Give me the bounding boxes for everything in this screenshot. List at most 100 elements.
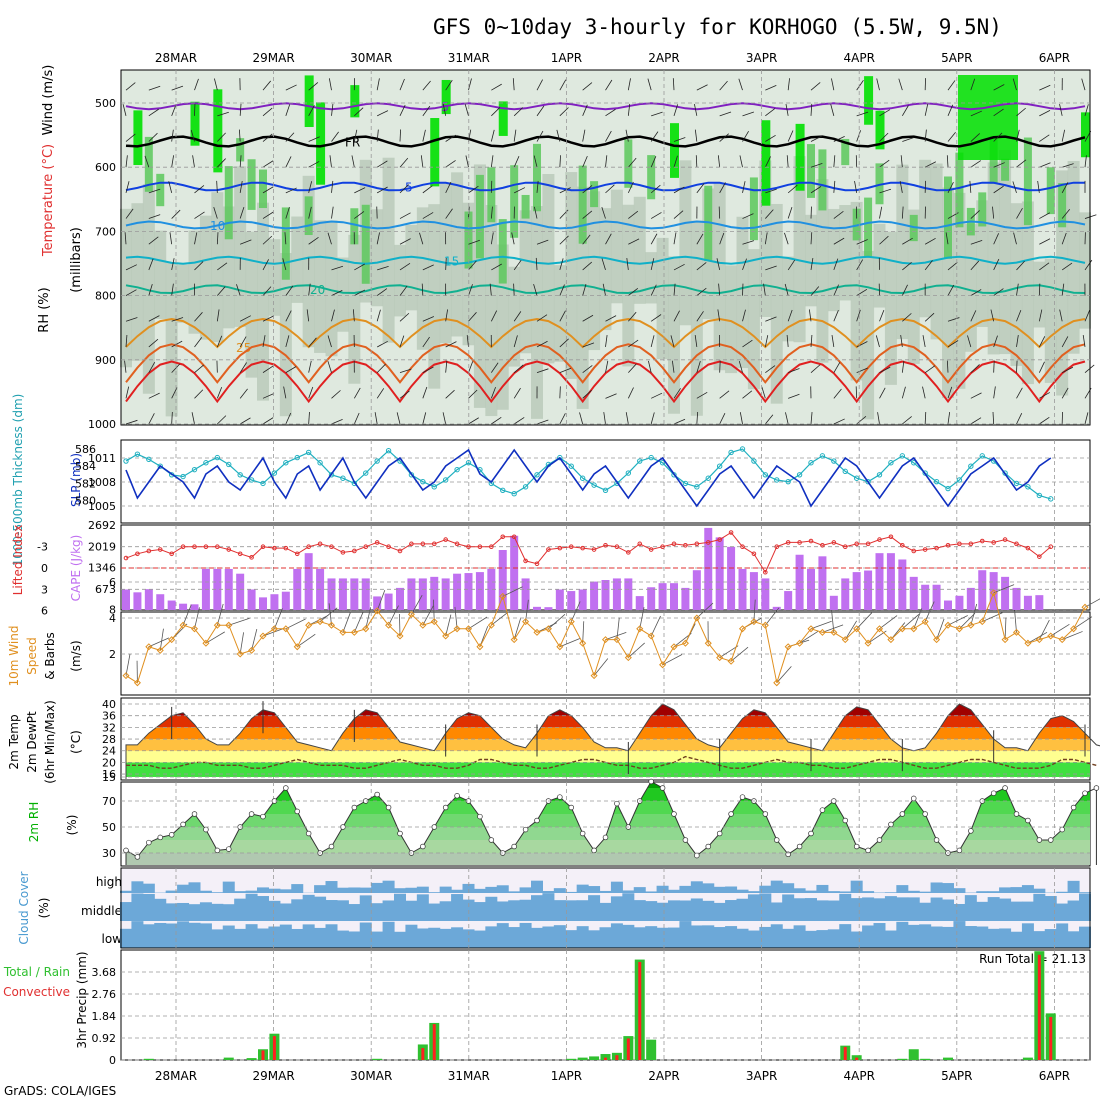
cloud-bar — [165, 890, 178, 893]
cloud-bar — [656, 927, 669, 948]
rh-point — [385, 804, 392, 811]
lifted-index-point — [294, 551, 300, 557]
wind-barb — [719, 111, 732, 117]
top-date-label: 1APR — [551, 51, 582, 65]
cape-bar — [921, 584, 930, 610]
lifted-index-point — [591, 547, 597, 552]
panel1-label-temp: Temperature (°C) — [41, 144, 56, 257]
wind-barb — [672, 78, 675, 91]
wind-barb — [696, 84, 708, 91]
wind-barb — [422, 412, 427, 425]
wind-barb — [262, 315, 274, 322]
cloud-bar — [953, 903, 966, 921]
lifted-index-point — [648, 547, 654, 552]
wind-barb — [285, 285, 294, 296]
cloud-bar — [245, 893, 258, 921]
lifted-index-point — [420, 541, 426, 547]
cape-bar — [464, 573, 473, 610]
cloud-bar — [633, 887, 646, 893]
wind-speed-point — [773, 679, 781, 687]
rh-point — [1059, 826, 1065, 833]
rh-band — [782, 256, 795, 342]
precip-convective-bar — [843, 1046, 847, 1060]
wind-barb — [601, 207, 606, 219]
precip-total-bar — [897, 1058, 908, 1060]
cape-bar — [647, 587, 656, 610]
wind-speed-point — [807, 625, 815, 633]
wind-barb — [899, 181, 903, 193]
wind-barb — [1062, 163, 1074, 168]
wind-speed-point — [841, 636, 849, 644]
rh-point — [351, 804, 358, 811]
thickness-point — [317, 460, 323, 466]
wind-barb — [468, 78, 472, 91]
wind-barb — [376, 232, 380, 245]
wind-barb — [605, 315, 617, 322]
cloud-bar — [633, 927, 646, 948]
rh-point — [899, 811, 906, 817]
wind-barb — [1016, 207, 1023, 219]
wind-barb — [719, 360, 721, 373]
wind-barb — [742, 240, 755, 245]
wind-barb — [490, 206, 493, 219]
panel8-label-total: Total / Rain — [3, 965, 70, 979]
rh-band — [234, 166, 247, 327]
wind-barb — [810, 232, 813, 245]
wind-barb-10m — [502, 586, 523, 597]
wind-barb — [421, 283, 424, 296]
lifted-index-point — [352, 548, 357, 554]
cloud-bar — [222, 904, 235, 921]
wind-speed-point — [430, 618, 438, 626]
pressure-tick: 900 — [95, 354, 116, 367]
thickness-point — [671, 472, 677, 478]
wind-barb — [559, 235, 569, 245]
cloud-bar — [336, 887, 349, 893]
wind-barb — [764, 156, 771, 168]
wind-barb — [602, 283, 606, 296]
wind-barb — [696, 391, 708, 399]
wind-barb — [536, 419, 549, 425]
cloud-bar — [177, 884, 190, 893]
cloud-bar — [439, 928, 452, 948]
cloud-bar — [199, 902, 212, 921]
wind-barb — [673, 388, 681, 399]
lifted-index-point — [1002, 537, 1008, 542]
wind-speed-point — [716, 654, 724, 662]
cape-bar — [1012, 587, 1021, 610]
slp-tick: 1008 — [88, 476, 116, 489]
wind-barb-10m — [799, 630, 819, 644]
wind-barb — [1084, 310, 1091, 322]
lifted-index-tick: 3 — [41, 583, 48, 596]
wind-barb — [765, 134, 776, 142]
cloud-bar — [713, 902, 726, 921]
wind-barb — [513, 311, 522, 322]
rh-band — [1067, 160, 1080, 354]
cloud-bar — [222, 881, 235, 893]
wind-speed-point — [259, 632, 267, 640]
wind-barb — [513, 364, 524, 373]
wind-barb — [673, 263, 685, 271]
cloud-bar — [816, 930, 829, 948]
wind-barb-10m — [399, 613, 401, 637]
thickness-point — [522, 484, 529, 490]
cloud-bar — [325, 900, 338, 921]
cloud-bar — [599, 902, 612, 921]
wind-barb — [536, 239, 549, 245]
rh-band — [508, 266, 521, 367]
panel1-label-axis: (millibars) — [69, 227, 84, 293]
wind-barb — [194, 312, 203, 322]
wind-barb — [1037, 180, 1040, 193]
rh-point — [659, 785, 666, 791]
lifted-index-point — [968, 541, 974, 547]
wind-barb — [810, 103, 813, 116]
wind-barb — [329, 155, 332, 168]
cloud-bar — [473, 902, 486, 921]
cloud-bar — [588, 895, 601, 921]
precip-convective-bar — [855, 1057, 859, 1060]
thickness-point — [591, 482, 597, 488]
temp-band — [126, 704, 1090, 716]
thickness-point — [694, 484, 700, 490]
cloud-bar — [896, 897, 909, 921]
wind-speed-line — [125, 591, 1086, 684]
cloud-bar — [565, 891, 578, 893]
